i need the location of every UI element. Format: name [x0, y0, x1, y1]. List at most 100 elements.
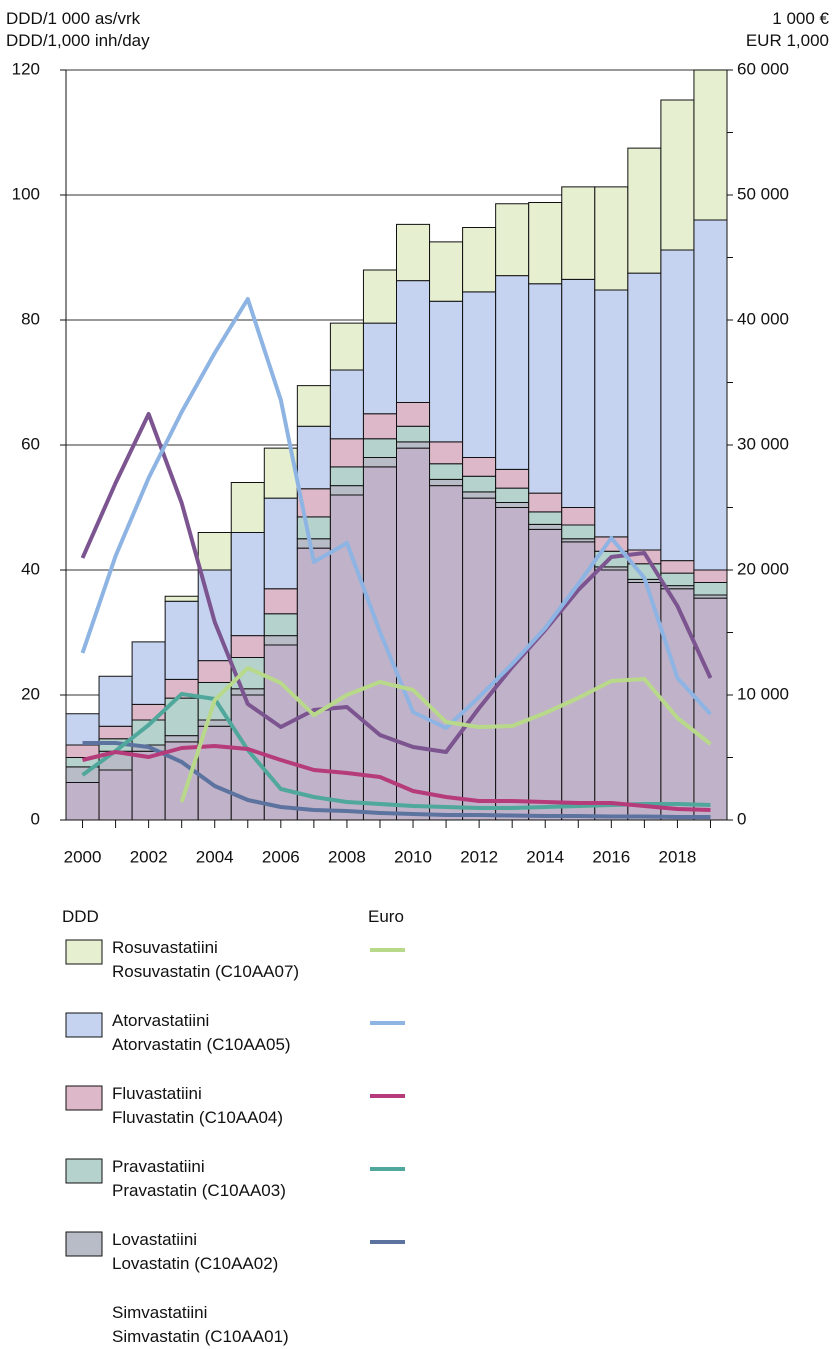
- bar-segment: [164, 595, 199, 602]
- legend-label: Fluvastatiini Fluvastatin (C10AA04): [112, 1084, 284, 1127]
- y2-tick-label: 10 000: [737, 684, 789, 703]
- y2-tick-label: 50 000: [737, 184, 789, 203]
- bar-segment: [98, 769, 133, 821]
- axis-label: DDD/1 000 as/vrk DDD/1,000 inh/day: [6, 9, 150, 50]
- bar-segment: [362, 457, 398, 468]
- legend-title: DDD: [62, 907, 99, 926]
- bar-segment: [329, 438, 364, 468]
- line: [81, 692, 711, 810]
- bar-segment: [263, 613, 298, 637]
- chart: DDD/1 000 as/vrk DDD/1,000 inh/day 1 000 €…: [6, 9, 830, 1257]
- bar-segment: [396, 441, 431, 449]
- legend-title: Euro: [368, 907, 404, 926]
- line: [82, 741, 711, 819]
- bar-segment: [396, 447, 431, 821]
- line: [179, 666, 712, 803]
- x-tick-label: 2018: [659, 847, 697, 866]
- bar-segment: [263, 635, 298, 646]
- y-tick-label: 0: [31, 809, 40, 828]
- legend-swatch: [65, 1158, 103, 1184]
- bar-segment: [296, 538, 331, 549]
- x-tick-label: 2016: [592, 847, 630, 866]
- legend-label: Lovastatiini Lovastatin (C10AA02): [112, 1230, 279, 1273]
- x-tick-label: 2010: [394, 847, 432, 866]
- bar-segment: [230, 482, 265, 533]
- legend-swatch: [65, 1012, 103, 1038]
- bar-segment: [263, 497, 298, 590]
- bar-segment: [528, 283, 563, 494]
- bar-segment: [627, 147, 662, 274]
- bar-segment: [528, 511, 563, 525]
- y-tick-label: 20: [21, 684, 40, 703]
- bar-segment: [131, 750, 166, 821]
- bar-segment: [131, 641, 166, 705]
- bar-segment: [528, 523, 563, 530]
- bar-segment: [462, 227, 497, 293]
- legend-label: Atorvastatiini Atorvastatin (C10AA05): [112, 1011, 291, 1054]
- bar-segment: [362, 269, 398, 324]
- bar-segment: [362, 438, 398, 458]
- bar-segment: [693, 569, 728, 583]
- bar-segment: [98, 725, 133, 740]
- bar-segment: [362, 322, 398, 415]
- bar-segment: [693, 69, 728, 221]
- bar-segment: [528, 202, 563, 285]
- y-tick-label: 100: [12, 184, 40, 203]
- x-tick-label: 2014: [526, 847, 564, 866]
- bar-segment: [495, 502, 530, 508]
- bar-segment: [362, 466, 398, 821]
- bar-segment: [594, 289, 629, 538]
- bar-segment: [429, 478, 464, 487]
- bar-segment: [329, 466, 364, 487]
- bar-segment: [429, 485, 464, 821]
- bar-segment: [495, 275, 530, 470]
- legend-label: Simvastatiini Simvastatin (C10AA01): [112, 1303, 289, 1346]
- bar-segment: [329, 322, 364, 371]
- bar-segment: [296, 516, 331, 540]
- bar-segment: [65, 782, 100, 821]
- bar-segment: [495, 468, 530, 489]
- bar-segment: [627, 582, 662, 821]
- x-tick-label: 2006: [262, 847, 300, 866]
- bar-segment: [561, 507, 596, 526]
- legend-swatch: [65, 1085, 103, 1111]
- legend-swatch: [65, 1231, 103, 1257]
- bar-segment: [528, 492, 563, 513]
- bar-segment: [561, 186, 596, 280]
- bar-segment: [495, 203, 530, 277]
- y2-tick-label: 0: [737, 809, 746, 828]
- bar-segment: [230, 532, 265, 637]
- bar-segment: [660, 99, 695, 251]
- bar-segment: [396, 425, 431, 443]
- line: [80, 412, 713, 754]
- y2-tick-label: 40 000: [737, 309, 789, 328]
- bar-segment: [627, 272, 662, 551]
- bar-segment: [396, 280, 431, 403]
- bar-segment: [561, 524, 596, 540]
- line: [80, 297, 712, 730]
- bar-segment: [462, 497, 497, 821]
- bar-segment: [429, 463, 464, 480]
- bar-segment: [429, 241, 464, 302]
- x-tick-label: 2012: [460, 847, 498, 866]
- bar-segment: [98, 675, 133, 727]
- bar-segment: [396, 223, 431, 282]
- bar-segment: [197, 660, 232, 683]
- bar-segment: [230, 635, 265, 658]
- bar-segment: [528, 528, 563, 821]
- y2-tick-label: 60 000: [737, 59, 789, 78]
- bar-segment: [329, 369, 364, 440]
- bar-segment: [164, 600, 199, 680]
- x-tick-label: 2000: [64, 847, 102, 866]
- bar-segment: [164, 741, 199, 821]
- bar-segment: [65, 713, 100, 746]
- bar-segment: [660, 249, 695, 562]
- bar-segment: [462, 291, 497, 458]
- bar-segment: [296, 547, 331, 821]
- bar-segment: [329, 485, 364, 496]
- bar-segment: [230, 688, 265, 696]
- y2-tick-label: 20 000: [737, 559, 789, 578]
- bar-segment: [396, 402, 431, 427]
- bar-segment: [660, 560, 695, 574]
- y-tick-label: 60: [21, 434, 40, 453]
